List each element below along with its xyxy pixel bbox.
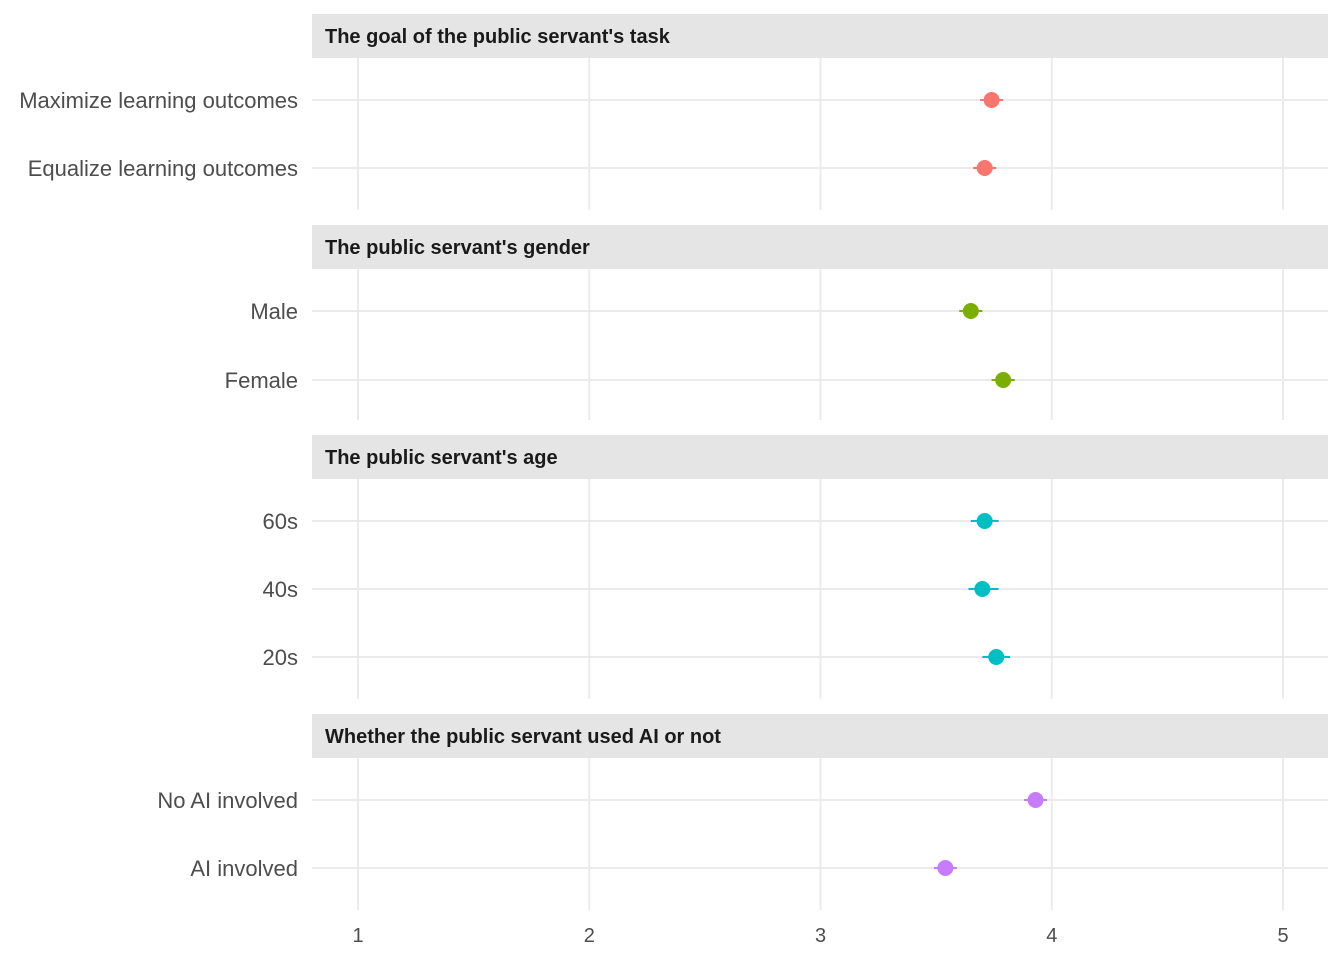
x-axis: 1 2 3 4 5 — [352, 925, 1288, 947]
data-point — [983, 92, 1000, 108]
facet-strip — [312, 225, 1328, 269]
facet-strip — [312, 14, 1328, 58]
x-tick-label: 4 — [1046, 925, 1057, 947]
facet-panel-3: The public servant's age 60s 40s 20s — [263, 435, 1328, 699]
category-label: Female — [225, 368, 298, 393]
category-label: Maximize learning outcomes — [19, 88, 298, 113]
data-point — [962, 303, 979, 319]
data-point — [976, 513, 993, 529]
facet-strip-title: The goal of the public servant's task — [325, 26, 671, 48]
data-point — [976, 160, 993, 176]
category-label: Male — [250, 299, 298, 324]
data-point — [974, 581, 991, 597]
data-point — [995, 372, 1012, 388]
category-label: Equalize learning outcomes — [28, 156, 298, 181]
x-tick-label: 1 — [352, 925, 363, 947]
data-point — [937, 860, 954, 876]
facet-strip-title: Whether the public servant used AI or no… — [325, 726, 721, 748]
facet-panel-4: Whether the public servant used AI or no… — [157, 714, 1328, 910]
facet-panel-2: The public servant's gender Male Female — [225, 225, 1328, 420]
x-tick-label: 3 — [815, 925, 826, 947]
facet-panel-1: The goal of the public servant's task Max… — [19, 14, 1328, 210]
category-label: 60s — [263, 509, 298, 534]
category-label: No AI involved — [157, 788, 298, 813]
category-label: AI involved — [190, 856, 298, 881]
x-tick-label: 2 — [584, 925, 595, 947]
facet-strip — [312, 714, 1328, 758]
category-label: 20s — [263, 645, 298, 670]
facet-strip-title: The public servant's gender — [325, 237, 590, 259]
data-point — [1027, 792, 1044, 808]
data-point — [988, 649, 1005, 665]
facet-strip — [312, 435, 1328, 479]
facet-strip-title: The public servant's age — [325, 447, 558, 469]
category-label: 40s — [263, 577, 298, 602]
x-tick-label: 5 — [1277, 925, 1288, 947]
